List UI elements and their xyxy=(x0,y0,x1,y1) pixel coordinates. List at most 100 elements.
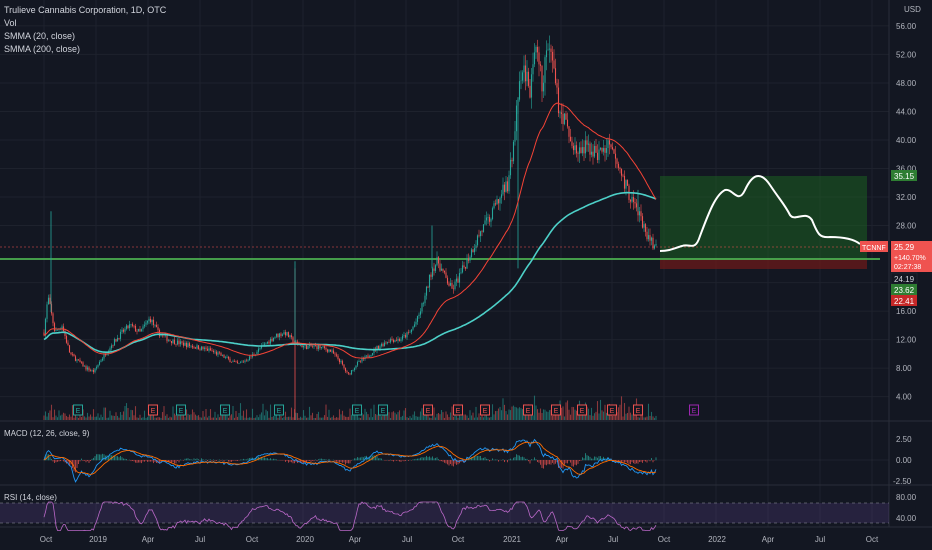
time-tick: Oct xyxy=(452,535,465,544)
macd-histogram-bar xyxy=(171,460,172,464)
volume-bar xyxy=(242,410,245,420)
candle-body xyxy=(377,345,380,349)
volume-bar xyxy=(541,412,543,420)
volume-bar xyxy=(382,413,384,420)
indicator-vol[interactable]: Vol xyxy=(4,18,17,28)
macd-histogram-bar xyxy=(336,460,337,462)
candle-body xyxy=(523,65,525,73)
volume-bar xyxy=(485,411,488,420)
volume-bar xyxy=(389,417,392,420)
macd-histogram-bar xyxy=(355,458,357,461)
candle-body xyxy=(632,196,635,203)
candle-body xyxy=(650,237,653,241)
earnings-marker[interactable] xyxy=(633,404,643,416)
earnings-marker[interactable] xyxy=(176,404,186,416)
volume-bar xyxy=(365,411,368,420)
candle-body xyxy=(512,141,515,162)
earnings-marker[interactable] xyxy=(274,404,284,416)
earnings-marker[interactable] xyxy=(523,404,533,416)
candle-body xyxy=(46,304,48,319)
rsi-band xyxy=(0,503,889,523)
macd-histogram-bar xyxy=(216,460,217,461)
volume-bar xyxy=(368,417,371,420)
earnings-marker[interactable] xyxy=(551,404,561,416)
candle-body xyxy=(142,326,144,330)
time-axis[interactable]: Oct 2019 Apr Jul Oct 2020 Apr Jul Oct 2021 Apr Jul O… xyxy=(40,535,879,544)
price-axis[interactable]: 56.00 52.00 48.00 44.00 40.00 36.00 32.00 28.00… xyxy=(896,22,917,402)
volume-bar xyxy=(181,413,183,420)
indicator-smma-20[interactable]: SMMA (20, close) xyxy=(4,31,76,41)
macd-histogram-bar xyxy=(136,460,138,463)
volume-bar xyxy=(479,416,482,420)
earnings-marker[interactable] xyxy=(577,404,587,416)
candle-body xyxy=(638,211,641,216)
volume-bar xyxy=(307,417,309,420)
candle-body xyxy=(122,329,125,332)
symbol-label: TCNNF xyxy=(862,245,886,252)
earnings-marker[interactable] xyxy=(378,404,388,416)
volume-bar xyxy=(95,416,98,420)
macd-axis[interactable]: 2.50 0.00 -2.50 xyxy=(893,435,912,486)
volume-bar xyxy=(248,417,251,420)
earnings-marker[interactable] xyxy=(607,404,617,416)
rsi-label[interactable]: RSI (14, close) xyxy=(4,493,57,502)
candle-body xyxy=(134,325,137,332)
candle-body xyxy=(53,323,56,332)
earnings-marker[interactable] xyxy=(423,404,433,416)
volume-bar xyxy=(263,415,266,420)
candle-body xyxy=(334,353,336,355)
candle-body xyxy=(470,249,473,257)
macd-histogram-bar xyxy=(582,457,583,461)
rsi-axis[interactable]: 80.00 40.00 xyxy=(896,493,917,523)
volume-bar xyxy=(542,409,545,420)
earnings-marker[interactable] xyxy=(689,404,699,416)
macd-histogram-bar xyxy=(471,457,472,461)
macd-histogram-bar xyxy=(340,460,342,463)
earnings-marker[interactable] xyxy=(352,404,362,416)
candle-body xyxy=(436,257,438,266)
macd-label[interactable]: MACD (12, 26, close, 9) xyxy=(4,429,90,438)
earnings-marker[interactable] xyxy=(480,404,490,416)
earnings-marker[interactable] xyxy=(73,404,83,416)
volume-bar xyxy=(640,413,642,420)
candle-body xyxy=(175,344,177,345)
candle-body xyxy=(313,345,315,347)
candle-body xyxy=(407,332,410,333)
macd-histogram-bar xyxy=(150,460,151,462)
macd-histogram-bar xyxy=(208,459,210,461)
earnings-marker[interactable] xyxy=(453,404,463,416)
candle-body xyxy=(379,346,381,349)
candle-body xyxy=(287,332,290,338)
volume-bar xyxy=(85,417,87,420)
candle-body xyxy=(292,337,294,343)
candle-body xyxy=(499,197,501,204)
macd-histogram-bar xyxy=(414,459,415,461)
volume-bar xyxy=(487,417,489,420)
macd-histogram-bar xyxy=(91,458,93,461)
volume-bar xyxy=(125,403,128,420)
candle-body xyxy=(55,330,57,332)
volume-bar xyxy=(445,411,447,420)
macd-histogram-bar xyxy=(519,455,520,461)
macd-tick: 2.50 xyxy=(896,435,912,444)
candle-body xyxy=(505,181,507,192)
volume-bar xyxy=(190,414,192,420)
earnings-marker[interactable] xyxy=(148,404,158,416)
indicator-smma-200[interactable]: SMMA (200, close) xyxy=(4,44,81,54)
volume-bar xyxy=(430,417,432,420)
earnings-marker[interactable] xyxy=(220,404,230,416)
candle-body xyxy=(437,257,440,264)
smma-20-line xyxy=(43,102,657,359)
price-tick: 52.00 xyxy=(896,50,917,59)
candle-body xyxy=(340,361,342,363)
price-tick: 4.00 xyxy=(896,393,912,402)
volume-bar xyxy=(473,417,476,420)
candle-body xyxy=(610,144,612,148)
candle-body xyxy=(521,72,524,81)
macd-histogram-bar xyxy=(144,460,145,462)
candle-body xyxy=(500,194,503,198)
candle-body xyxy=(121,329,123,332)
volume-bar xyxy=(83,416,86,420)
